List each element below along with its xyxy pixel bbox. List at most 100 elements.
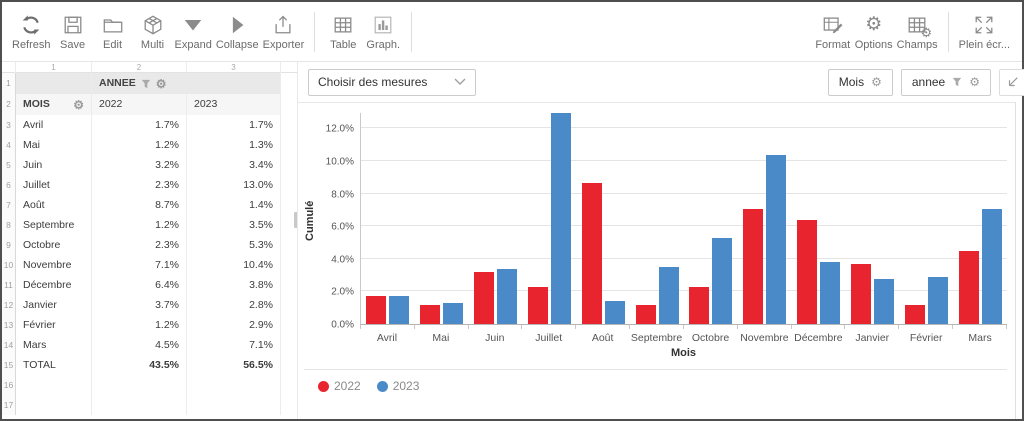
bar-2023-Novembre[interactable] [766, 155, 787, 324]
row-number[interactable]: 13 [2, 315, 16, 335]
value-cell-2023[interactable]: 13.0% [187, 175, 281, 195]
measures-dropdown[interactable]: Choisir des mesures [308, 68, 476, 96]
row-number[interactable]: 14 [2, 335, 16, 355]
month-cell[interactable]: Septembre [16, 215, 92, 235]
bar-2023-Février[interactable] [927, 276, 948, 324]
bar-2023-Juin[interactable] [497, 268, 518, 324]
options-button[interactable]: ⚙ Options [853, 11, 895, 53]
bar-2022-Mars[interactable] [958, 250, 979, 324]
gear-icon[interactable]: ⚙ [73, 97, 84, 112]
value-cell-2023[interactable]: 5.3% [187, 235, 281, 255]
bar-2023-Octobre[interactable] [712, 237, 733, 324]
save-button[interactable]: Save [53, 11, 93, 53]
month-cell[interactable]: Octobre [16, 235, 92, 255]
export-button[interactable]: Exporter [261, 11, 307, 53]
value-cell-2022[interactable]: 4.5% [92, 335, 187, 355]
bar-2022-Janvier[interactable] [850, 263, 871, 324]
value-cell-2022[interactable] [92, 375, 187, 395]
champs-button[interactable]: ⚙ Champs [895, 11, 940, 53]
year-column-header[interactable]: 2022 [92, 94, 187, 115]
split-resize-handle[interactable] [294, 212, 297, 228]
bar-2023-Septembre[interactable] [658, 267, 679, 324]
annee-field-button[interactable]: annee ⚙ [900, 68, 991, 96]
value-cell-2023[interactable]: 2.8% [187, 295, 281, 315]
value-cell-2023[interactable]: 10.4% [187, 255, 281, 275]
row-number[interactable]: 15 [2, 355, 16, 375]
bar-2022-Décembre[interactable] [797, 220, 818, 324]
row-number[interactable]: 7 [2, 195, 16, 215]
value-cell-2022[interactable]: 8.7% [92, 195, 187, 215]
month-cell[interactable]: Août [16, 195, 92, 215]
legend-item-2023[interactable]: 2023 [376, 379, 419, 393]
gear-icon[interactable]: ⚙ [871, 75, 882, 89]
value-cell-2023[interactable]: 1.7% [187, 115, 281, 135]
view-table-button[interactable]: Table [323, 11, 363, 53]
value-cell-2022[interactable]: 43.5% [92, 355, 187, 375]
row-number[interactable]: 9 [2, 235, 16, 255]
value-cell-2023[interactable] [187, 375, 281, 395]
month-cell[interactable]: Juillet [16, 175, 92, 195]
value-cell-2022[interactable]: 2.3% [92, 175, 187, 195]
gear-icon[interactable]: ⚙ [969, 75, 980, 89]
row-number[interactable]: 16 [2, 375, 16, 395]
value-cell-2023[interactable]: 3.4% [187, 155, 281, 175]
bar-2023-Mai[interactable] [443, 302, 464, 324]
value-cell-2023[interactable]: 2.9% [187, 315, 281, 335]
mois-field-button[interactable]: Mois ⚙ [827, 68, 893, 96]
month-cell[interactable]: Mai [16, 135, 92, 155]
month-cell[interactable]: Mars [16, 335, 92, 355]
bar-2022-Février[interactable] [904, 304, 925, 324]
row-number[interactable]: 10 [2, 255, 16, 275]
value-cell-2022[interactable]: 3.2% [92, 155, 187, 175]
row-number[interactable]: 8 [2, 215, 16, 235]
expand-button[interactable]: Expand [173, 11, 214, 53]
edit-button[interactable]: Edit [93, 11, 133, 53]
value-cell-2023[interactable] [187, 395, 281, 415]
fullscreen-button[interactable]: Plein écr... [957, 11, 1012, 53]
value-cell-2022[interactable]: 3.7% [92, 295, 187, 315]
filter-icon[interactable] [952, 77, 962, 87]
row-number[interactable]: 5 [2, 155, 16, 175]
value-cell-2023[interactable]: 3.5% [187, 215, 281, 235]
value-cell-2023[interactable]: 7.1% [187, 335, 281, 355]
multi-button[interactable]: Multi [133, 11, 173, 53]
collapse-button[interactable]: Collapse [214, 11, 261, 53]
month-cell[interactable] [16, 395, 92, 415]
value-cell-2022[interactable]: 2.3% [92, 235, 187, 255]
collapse-chart-button[interactable] [999, 68, 1024, 96]
value-cell-2022[interactable]: 1.2% [92, 215, 187, 235]
month-cell[interactable]: Janvier [16, 295, 92, 315]
filter-icon[interactable] [141, 79, 151, 89]
bar-2022-Juin[interactable] [474, 272, 495, 324]
month-cell[interactable]: Juin [16, 155, 92, 175]
format-button[interactable]: Format [813, 11, 853, 53]
mois-header-cell[interactable]: MOIS ⚙ [16, 94, 92, 115]
view-graph-button[interactable]: Graph. [363, 11, 403, 53]
gear-icon[interactable]: ⚙ [155, 76, 167, 91]
month-cell[interactable]: TOTAL [16, 355, 92, 375]
row-number[interactable]: 4 [2, 135, 16, 155]
row-number[interactable]: 17 [2, 395, 16, 415]
bar-2023-Août[interactable] [604, 301, 625, 324]
bar-2022-Juillet[interactable] [527, 286, 548, 324]
value-cell-2022[interactable]: 1.2% [92, 315, 187, 335]
row-number[interactable]: 3 [2, 115, 16, 135]
annee-header-cell[interactable]: ANNEE ⚙ [92, 73, 281, 94]
month-cell[interactable]: Décembre [16, 275, 92, 295]
value-cell-2023[interactable]: 3.8% [187, 275, 281, 295]
value-cell-2022[interactable]: 1.7% [92, 115, 187, 135]
value-cell-2022[interactable]: 1.2% [92, 135, 187, 155]
value-cell-2022[interactable]: 7.1% [92, 255, 187, 275]
year-column-header[interactable]: 2023 [187, 94, 281, 115]
column-number[interactable]: 2 [92, 62, 187, 73]
value-cell-2023[interactable]: 56.5% [187, 355, 281, 375]
row-number[interactable]: 1 [2, 73, 16, 94]
bar-2022-Septembre[interactable] [635, 304, 656, 324]
bar-2022-Octobre[interactable] [689, 286, 710, 324]
value-cell-2022[interactable] [92, 395, 187, 415]
row-number[interactable]: 11 [2, 275, 16, 295]
month-cell[interactable]: Novembre [16, 255, 92, 275]
bar-2022-Août[interactable] [581, 182, 602, 324]
bar-2023-Avril[interactable] [389, 296, 410, 324]
legend-item-2022[interactable]: 2022 [318, 379, 361, 393]
